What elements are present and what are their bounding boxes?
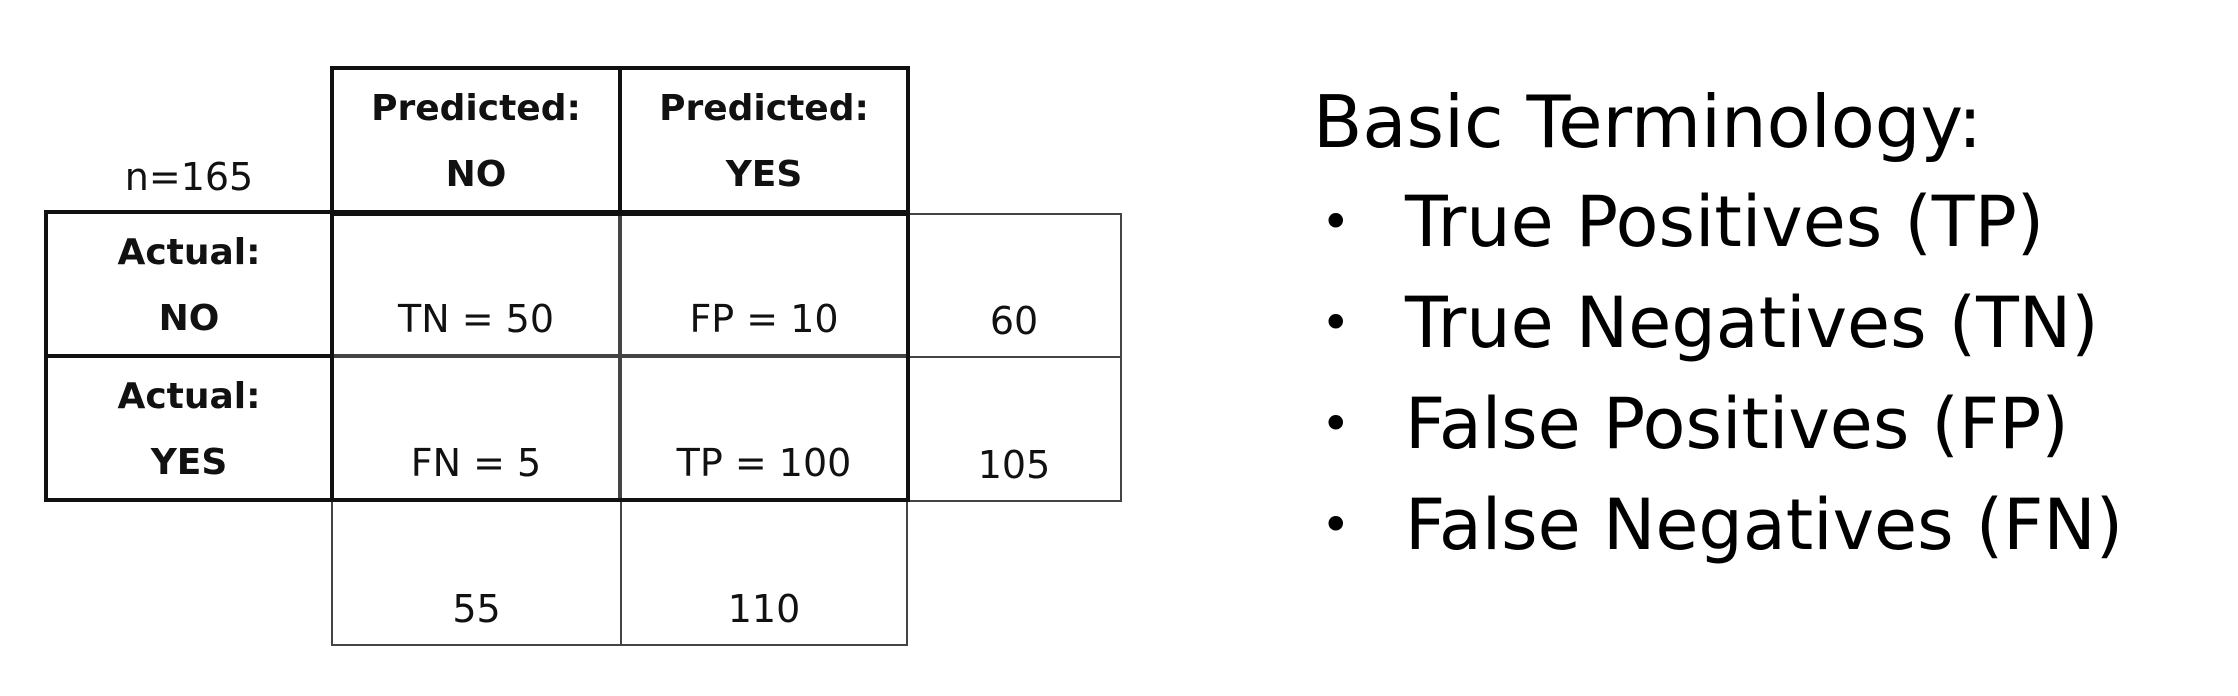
col-total-no: 55 — [452, 587, 501, 631]
predicted-no-line1: Predicted: — [371, 88, 581, 129]
actual-no-header: Actual: NO — [46, 212, 332, 356]
terminology-list: • True Positives (TP) • True Negatives (… — [1313, 172, 2213, 576]
predicted-yes-line2: YES — [725, 154, 803, 195]
terminology-panel: Basic Terminology: • True Positives (TP)… — [1313, 72, 2213, 576]
bullet-icon: • — [1321, 193, 1351, 251]
actual-row-divider — [44, 354, 332, 358]
actual-no-line1: Actual: — [117, 232, 261, 273]
false-negative-cell: FN = 5 — [332, 356, 620, 500]
tn-value: TN = 50 — [398, 297, 554, 341]
terminology-item: • True Positives (TP) — [1313, 172, 2213, 273]
terminology-item: • False Positives (FP) — [1313, 374, 2213, 475]
actual-yes-header: Actual: YES — [46, 356, 332, 500]
predicted-no-header: Predicted: NO — [332, 68, 620, 212]
n-label: n=165 — [124, 155, 254, 199]
true-positive-cell: TP = 100 — [620, 356, 908, 500]
true-negative-cell: TN = 50 — [332, 212, 620, 356]
terminology-title: Basic Terminology: — [1313, 80, 1983, 164]
row-total-yes-cell: 105 — [906, 356, 1122, 502]
predicted-header-divider — [618, 66, 622, 216]
confusion-matrix: n=165 Predicted: NO Predicted: YES Actua… — [0, 0, 1130, 660]
row-total-no: 60 — [989, 299, 1039, 343]
sample-size-label: n=165 — [46, 68, 332, 212]
actual-no-line2: NO — [158, 298, 220, 339]
terminology-item: • True Negatives (TN) — [1313, 273, 2213, 374]
fn-value: FN = 5 — [410, 441, 542, 485]
col-total-no-cell: 55 — [331, 498, 622, 646]
predicted-yes-header: Predicted: YES — [620, 68, 908, 212]
col-total-yes: 110 — [727, 587, 801, 631]
terminology-item-label: True Positives (TP) — [1405, 181, 2045, 263]
terminology-item-label: True Negatives (TN) — [1405, 282, 2099, 364]
predicted-no-line2: NO — [445, 154, 507, 195]
row-total-yes: 105 — [977, 443, 1051, 487]
bullet-icon: • — [1321, 294, 1351, 352]
tp-value: TP = 100 — [676, 441, 852, 485]
col-total-yes-cell: 110 — [620, 498, 908, 646]
actual-header-divider — [330, 210, 334, 502]
bullet-icon: • — [1321, 496, 1351, 554]
bullet-icon: • — [1321, 395, 1351, 453]
row-total-no-cell: 60 — [906, 213, 1122, 358]
fp-value: FP = 10 — [689, 297, 839, 341]
terminology-item-label: False Positives (FP) — [1405, 383, 2069, 465]
actual-yes-line2: YES — [150, 442, 228, 483]
false-positive-cell: FP = 10 — [620, 212, 908, 356]
actual-yes-line1: Actual: — [117, 376, 261, 417]
terminology-item: • False Negatives (FN) — [1313, 475, 2213, 576]
predicted-yes-line1: Predicted: — [659, 88, 869, 129]
terminology-item-label: False Negatives (FN) — [1405, 484, 2124, 566]
